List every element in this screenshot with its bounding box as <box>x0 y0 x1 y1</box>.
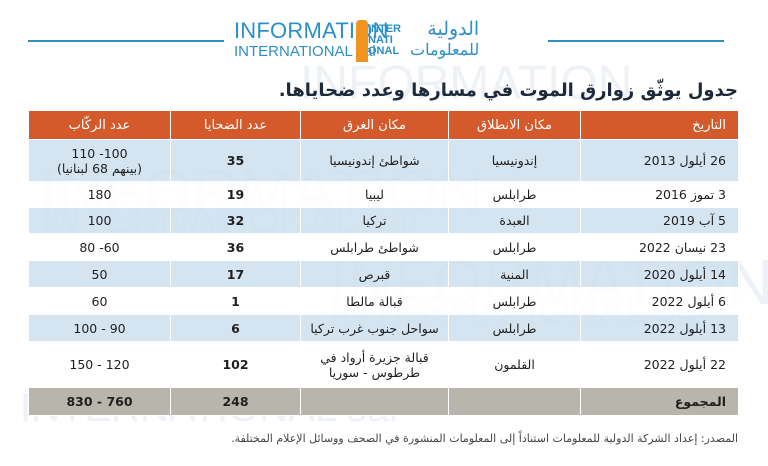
cell-departure: القلمون <box>448 341 581 388</box>
cell-sinking: قبالة جزيرة أرواد في طرطوس - سوريا <box>300 341 449 388</box>
cell-passengers: 180 <box>28 181 171 208</box>
total-victims: 248 <box>170 387 301 416</box>
cell-victims: 19 <box>170 181 301 208</box>
header-victims: عدد الضحايا <box>170 110 301 140</box>
cell-date: 13 أيلول 2022 <box>580 314 739 342</box>
cell-victims: 17 <box>170 260 301 288</box>
table-row: 5 آب 2019 العبدة تركيا 32 100 <box>28 207 739 234</box>
cell-victims: 102 <box>170 341 301 388</box>
header-date: التاريخ <box>580 110 739 140</box>
cell-passengers: 50 <box>28 260 171 288</box>
logo-text: INTER NATI ONAL <box>368 23 401 57</box>
header-departure: مكان الانطلاق <box>448 110 581 140</box>
cell-departure: طرابلس <box>448 314 581 342</box>
death-boats-table: التاريخ مكان الانطلاق مكان الغرق عدد الض… <box>28 110 739 416</box>
cell-date: 23 نيسان 2022 <box>580 233 739 261</box>
cell-departure: طرابلس <box>448 287 581 315</box>
table-row: 13 أيلول 2022 طرابلس سواحل جنوب غرب تركي… <box>28 314 739 342</box>
header-rule-right <box>548 40 724 42</box>
cell-sinking: قبرص <box>300 260 449 288</box>
cell-sinking: شواطئ إندونيسيا <box>300 139 449 182</box>
cell-passengers: 120 - 150 <box>28 341 171 388</box>
cell-victims: 36 <box>170 233 301 261</box>
total-empty-sinking <box>300 387 449 416</box>
page-title: جدول يوثّق زوارق الموت في مسارها وعدد ضح… <box>278 80 738 101</box>
brand-ar-line1: الدولية <box>427 18 480 40</box>
cell-passengers: 100 <box>28 207 171 234</box>
table-row: 14 أيلول 2020 المنية قبرص 17 50 <box>28 260 739 288</box>
page-header: INFORMATION INTERNATIONAL sal INTER NATI… <box>0 0 768 72</box>
cell-departure: طرابلس <box>448 233 581 261</box>
cell-passengers: 100- 110 (بينهم 68 لبنانيا) <box>28 139 171 182</box>
table-row: 3 تموز 2016 طرابلس ليبيا 19 180 <box>28 181 739 208</box>
brand-arabic: الدولية للمعلومات <box>410 18 479 60</box>
cell-passengers: 90 - 100 <box>28 314 171 342</box>
total-empty-departure <box>448 387 581 416</box>
header-sinking: مكان الغرق <box>300 110 449 140</box>
header-rule-left <box>28 40 224 42</box>
source-note: المصدر: إعداد الشركة الدولية للمعلومات ا… <box>231 432 738 445</box>
cell-date: 22 أيلول 2022 <box>580 341 739 388</box>
table-row: 23 نيسان 2022 طرابلس شواطئ طرابلس 36 60-… <box>28 233 739 261</box>
cell-sinking: تركيا <box>300 207 449 234</box>
cell-victims: 6 <box>170 314 301 342</box>
total-passengers: 760 - 830 <box>28 387 171 416</box>
table-row: 6 أيلول 2022 طرابلس قبالة مالطا 1 60 <box>28 287 739 315</box>
logo-icon: INTER NATI ONAL <box>356 20 401 64</box>
cell-date: 5 آب 2019 <box>580 207 739 234</box>
cell-victims: 35 <box>170 139 301 182</box>
cell-victims: 1 <box>170 287 301 315</box>
cell-sinking: ليبيا <box>300 181 449 208</box>
brand-ar-line2: للمعلومات <box>410 40 480 59</box>
cell-date: 26 أيلول 2013 <box>580 139 739 182</box>
brand-en-line1: INFORMATION <box>234 18 389 43</box>
cell-passengers-line1: 100- 110 <box>71 145 128 161</box>
cell-passengers: 60- 80 <box>28 233 171 261</box>
cell-departure: إندونيسيا <box>448 139 581 182</box>
brand-en-line2: INTERNATIONAL sal <box>234 43 376 60</box>
cell-date: 3 تموز 2016 <box>580 181 739 208</box>
logo-stem <box>356 26 368 62</box>
table-total-row: المجموع 248 760 - 830 <box>28 387 739 416</box>
cell-departure: المنية <box>448 260 581 288</box>
table-row: 26 أيلول 2013 إندونيسيا شواطئ إندونيسيا … <box>28 139 739 182</box>
cell-date: 14 أيلول 2020 <box>580 260 739 288</box>
cell-passengers: 60 <box>28 287 171 315</box>
total-label: المجموع <box>580 387 739 416</box>
cell-sinking: سواحل جنوب غرب تركيا <box>300 314 449 342</box>
cell-passengers-line2: (بينهم 68 لبنانيا) <box>57 160 142 176</box>
cell-departure: العبدة <box>448 207 581 234</box>
cell-sinking: قبالة مالطا <box>300 287 449 315</box>
cell-sinking: شواطئ طرابلس <box>300 233 449 261</box>
header-passengers: عدد الركّاب <box>28 110 171 140</box>
table-header-row: التاريخ مكان الانطلاق مكان الغرق عدد الض… <box>28 110 739 140</box>
table-row: 22 أيلول 2022 القلمون قبالة جزيرة أرواد … <box>28 341 739 388</box>
cell-victims: 32 <box>170 207 301 234</box>
logo-dot <box>356 20 368 28</box>
cell-date: 6 أيلول 2022 <box>580 287 739 315</box>
brand-english: INFORMATION INTERNATIONAL sal <box>234 20 389 61</box>
cell-departure: طرابلس <box>448 181 581 208</box>
